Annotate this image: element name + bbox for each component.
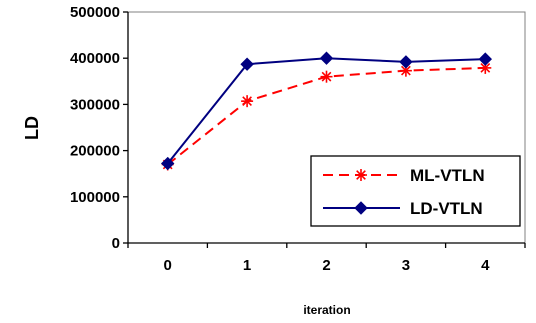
data-point-ld-vtln [319, 51, 334, 65]
y-tick-label: 100000 [70, 189, 120, 206]
x-tick-label: 2 [322, 257, 330, 274]
data-point-ld-vtln [240, 57, 254, 71]
legend-label: LD-VTLN [410, 199, 483, 218]
legend-box [310, 155, 521, 227]
data-point-ld-vtln [478, 52, 493, 66]
data-point-ld-vtln [399, 55, 413, 69]
legend-label: ML-VTLN [410, 166, 485, 185]
data-point-ml-vtln [241, 95, 254, 108]
x-tick-label: 3 [402, 257, 410, 274]
y-tick-label: 500000 [70, 4, 120, 21]
legend-marker [355, 169, 367, 181]
y-tick-label: 200000 [70, 143, 120, 160]
y-axis-title: LD [22, 116, 42, 140]
y-tick-label: 400000 [70, 50, 120, 67]
x-tick-label: 0 [164, 257, 172, 274]
data-point-ml-vtln [320, 70, 333, 83]
data-point-ld-vtln [160, 156, 175, 171]
legend-marker [354, 201, 368, 215]
legend: ML-VTLN LD-VTLN [310, 155, 521, 227]
x-axis-title: iteration [303, 303, 350, 317]
y-tick-label: 0 [112, 235, 120, 252]
x-tick-label: 4 [481, 257, 490, 274]
y-tick-label: 300000 [70, 96, 120, 113]
x-tick-label: 1 [243, 257, 251, 274]
